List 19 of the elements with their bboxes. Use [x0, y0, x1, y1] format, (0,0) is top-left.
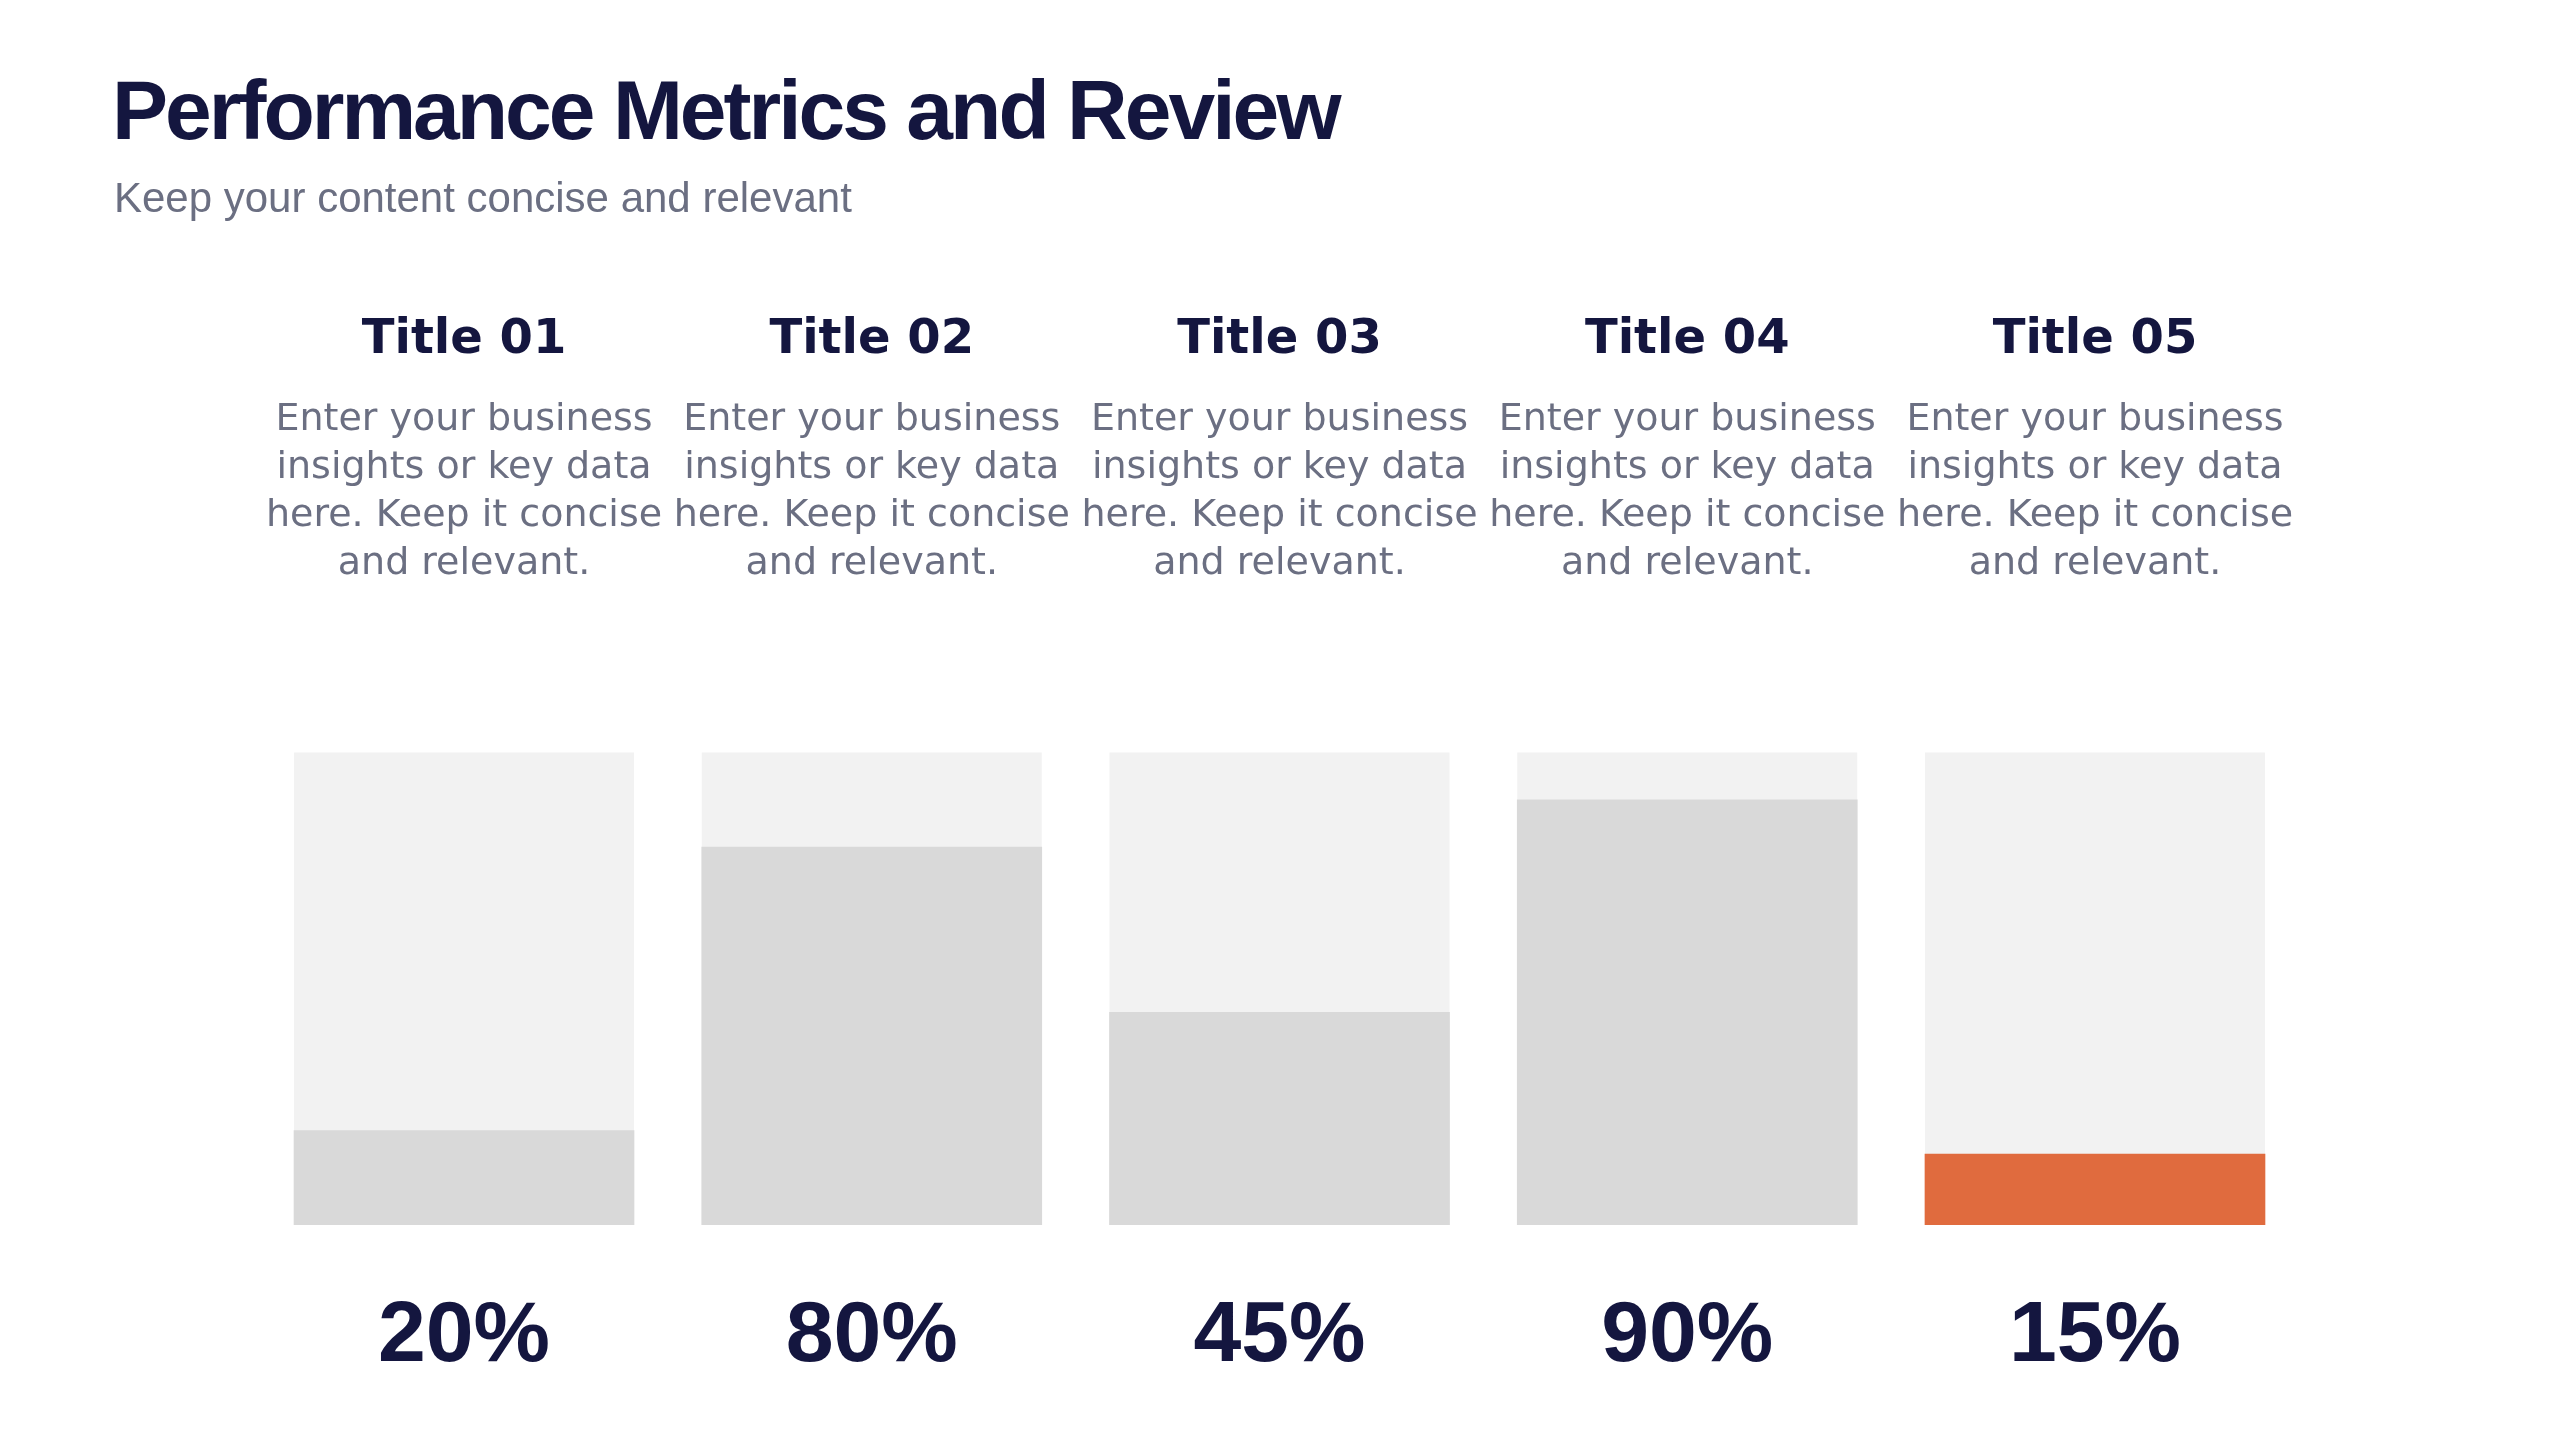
data-label: 80% [785, 1282, 958, 1379]
bar [1924, 1153, 2266, 1225]
data-label: 15% [2008, 1282, 2182, 1379]
data-label: 20% [377, 1282, 551, 1379]
text: Enter your business insights or key data here. Keep it concise and relevant. [1896, 394, 2294, 583]
data-label: 90% [1601, 1282, 1774, 1379]
text: Enter your business insights or key data here. Keep it concise and relevant. [1081, 394, 1478, 583]
bar [293, 1130, 635, 1225]
text: Enter your business insights or key data here. Keep it concise and relevant. [265, 394, 663, 583]
data-label: 45% [1193, 1282, 1366, 1379]
x-tick-label: Title 01 [361, 308, 567, 365]
chart-subtitle: Keep your content concise and relevant [114, 174, 852, 222]
text: Enter your business insights or key data here. Keep it concise and relevant. [673, 394, 1070, 583]
text: Enter your business insights or key data here. Keep it concise and relevant. [1489, 394, 1886, 583]
x-tick-label: Title 02 [769, 308, 975, 365]
x-tick-label: Title 05 [1992, 308, 2198, 365]
chart-title: Performance Metrics and Review [112, 62, 1339, 159]
x-tick-label: Title 03 [1177, 308, 1382, 365]
x-tick-label: Title 04 [1584, 308, 1790, 365]
